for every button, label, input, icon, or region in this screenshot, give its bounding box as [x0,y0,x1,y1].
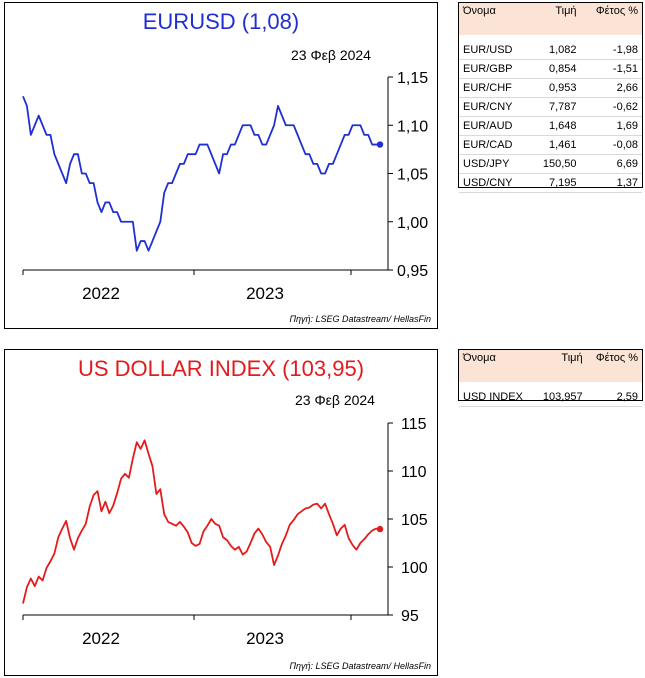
dxy-line-chart: 115 110 105 100 95 2022 2023 [22,416,428,648]
cell-price: 103,957 [533,388,587,407]
dxy-chart-panel: US DOLLAR INDEX (103,95) 23 Φεβ 2024 115… [4,349,438,676]
cell-ytd: 6,69 [580,154,642,174]
dxy-table-panel: Όνομα Τιμή Φέτος % USD INDEX 103,957 2,59 [458,349,643,407]
dxy-source-note: Πηγή: LSEG Datastream/ HellasFin [289,661,431,671]
cell-price: 0,953 [529,78,581,98]
cell-name: USD INDEX [459,388,534,407]
cell-name: EUR/GBP [459,59,530,79]
table-header-name: Όνομα [459,3,530,35]
table-row: USD/CNY 7,195 1,37 [459,173,642,193]
cell-ytd: -1,51 [580,59,642,79]
cell-ytd: 1,37 [580,173,642,193]
table-row: EUR/AUD 1,648 1,69 [459,116,642,136]
table-row: EUR/CAD 1,461 -0,08 [459,135,642,155]
y-tick-label: 95 [401,608,419,625]
cell-price: 7,195 [529,173,581,193]
cell-ytd: -1,98 [580,41,642,60]
fx-rates-table: Όνομα Τιμή Φέτος % EUR/USD 1,082 -1,98 EUR… [459,3,642,193]
series-line [22,95,380,252]
y-tick-label: 1,10 [397,118,428,135]
y-tick-label: 1,05 [397,167,428,184]
dxy-chart-date: 23 Φεβ 2024 [295,392,375,408]
y-tick-label: 115 [401,416,427,433]
y-tick-label: 1,15 [397,70,428,87]
table-row: EUR/CNY 7,787 -0,62 [459,97,642,117]
x-tick-label: 2023 [246,629,284,648]
series-line [22,439,381,604]
series-end-marker [376,525,384,533]
cell-name: EUR/USD [459,41,530,60]
x-tick-label: 2022 [82,629,120,648]
table-row: EUR/CHF 0,953 2,66 [459,78,642,98]
table-header-name: Όνομα [459,350,534,382]
y-tick-label: 1,00 [397,215,428,232]
cell-ytd: 2,66 [580,78,642,98]
cell-price: 0,854 [529,59,581,79]
fx-rates-table-panel: Όνομα Τιμή Φέτος % EUR/USD 1,082 -1,98 EUR… [458,2,643,193]
y-tick-label: 105 [401,512,428,529]
cell-name: EUR/CAD [459,135,530,155]
eurusd-line-chart: 1,15 1,10 1,05 1,00 0,95 2022 2023 [22,70,428,303]
cell-price: 150,50 [529,154,581,174]
table-row: USD/JPY 150,50 6,69 [459,154,642,174]
dxy-chart-title: US DOLLAR INDEX (103,95) [77,356,365,381]
eurusd-chart-title: EURUSD (1,08) [142,9,300,34]
cell-price: 7,787 [529,97,581,117]
dxy-table: Όνομα Τιμή Φέτος % USD INDEX 103,957 2,59 [459,350,642,407]
table-header-price: Τιμή [533,350,587,382]
table-header-ytd: Φέτος % [586,350,642,382]
cell-price: 1,648 [529,116,581,136]
cell-ytd: 2,59 [586,388,642,407]
cell-ytd: -0,62 [580,97,642,117]
x-tick-label: 2022 [82,284,120,303]
cell-name: EUR/AUD [459,116,530,136]
y-tick-label: 110 [401,464,427,481]
cell-name: USD/JPY [459,154,530,174]
x-tick-label: 2023 [246,284,284,303]
y-tick-label: 100 [401,560,428,577]
cell-name: USD/CNY [459,173,530,193]
cell-price: 1,082 [529,41,581,60]
eurusd-source-note: Πηγή: LSEG Datastream/ HellasFin [289,314,431,324]
y-tick-label: 0,95 [397,263,428,280]
table-row: EUR/USD 1,082 -1,98 [459,41,642,60]
cell-name: EUR/CHF [459,78,530,98]
table-header-price: Τιμή [529,3,581,35]
cell-ytd: -0,08 [580,135,642,155]
series-end-marker [376,141,384,148]
eurusd-chart-date: 23 Φεβ 2024 [291,47,371,63]
cell-price: 1,461 [529,135,581,155]
cell-ytd: 1,69 [580,116,642,136]
table-row: USD INDEX 103,957 2,59 [459,388,642,407]
eurusd-chart-panel: EURUSD (1,08) 23 Φεβ 2024 1,15 1,10 1,05 1,… [4,2,438,329]
table-row: EUR/GBP 0,854 -1,51 [459,59,642,79]
cell-name: EUR/CNY [459,97,530,117]
table-header-ytd: Φέτος % [580,3,642,35]
